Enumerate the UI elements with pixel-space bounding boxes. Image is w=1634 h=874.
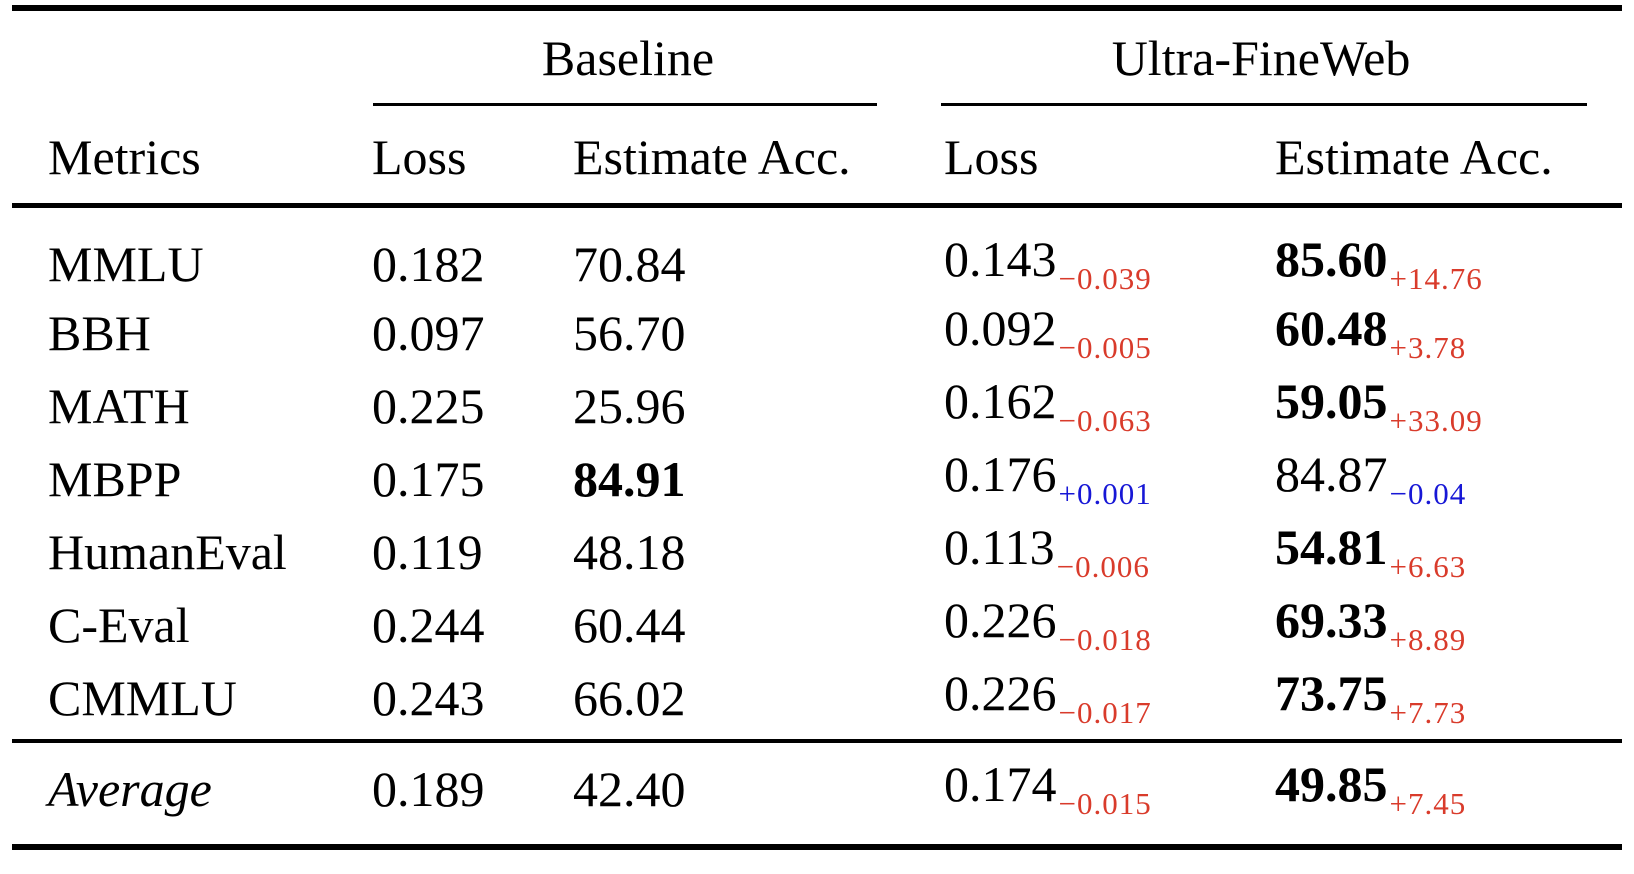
metric-name: MATH [48, 377, 190, 434]
baseline-loss-value: 0.189 [372, 761, 485, 817]
ultra-loss-value: 0.174−0.015 [944, 756, 1152, 821]
table-top-rule [12, 5, 1622, 11]
table-bottom-rule [12, 844, 1622, 850]
loss-delta: −0.005 [1058, 329, 1152, 365]
ultra-acc-value: 84.87−0.04 [1275, 445, 1467, 511]
loss-delta: −0.017 [1058, 694, 1152, 730]
ultra-acc-header: Estimate Acc. [1275, 129, 1553, 185]
acc-delta: +33.09 [1389, 402, 1483, 438]
table-row-ceval: C-Eval 0.244 60.44 0.226−0.018 69.33+8.8… [0, 588, 1634, 661]
table-row-mbpp: MBPP 0.175 84.91 0.176+0.001 84.87−0.04 [0, 442, 1634, 515]
metric-name: C-Eval [48, 596, 190, 653]
baseline-loss-value: 0.244 [372, 596, 485, 653]
ultra-acc-value: 59.05+33.09 [1275, 372, 1483, 438]
column-group-ultra-fineweb: Ultra-FineWeb [1111, 29, 1411, 86]
baseline-loss-header: Loss [372, 129, 467, 185]
column-header-row: Metrics Loss Estimate Acc. Loss Estimate… [0, 103, 1634, 205]
baseline-loss-value: 0.119 [372, 523, 483, 580]
table-row-humaneval: HumanEval 0.119 48.18 0.113−0.006 54.81+… [0, 515, 1634, 588]
baseline-loss-value: 0.097 [372, 304, 485, 361]
table-row-math: MATH 0.225 25.96 0.162−0.063 59.05+33.09 [0, 369, 1634, 442]
ultra-acc-value: 69.33+8.89 [1275, 591, 1467, 657]
ultra-loss-value: 0.162−0.063 [944, 372, 1152, 438]
baseline-loss-value: 0.225 [372, 377, 485, 434]
group-header-row: Baseline Ultra-FineWeb [0, 0, 1634, 103]
header-divider-rule [12, 203, 1622, 208]
acc-delta: +14.76 [1389, 260, 1483, 296]
metric-name: CMMLU [48, 669, 237, 726]
ultra-acc-value: 60.48+3.78 [1275, 299, 1467, 365]
loss-delta: −0.006 [1056, 548, 1150, 584]
metric-name: BBH [48, 304, 151, 361]
table-row-bbh: BBH 0.097 56.70 0.092−0.005 60.48+3.78 [0, 296, 1634, 369]
ultra-loss-value: 0.092−0.005 [944, 299, 1152, 365]
baseline-acc-value: 56.70 [573, 304, 686, 361]
metric-name: Average [48, 761, 212, 817]
ultra-acc-value: 73.75+7.73 [1275, 664, 1467, 730]
baseline-acc-header: Estimate Acc. [573, 129, 851, 185]
metrics-column-header: Metrics [48, 129, 201, 185]
ultrafineweb-group-underline [941, 103, 1587, 106]
acc-delta: +7.73 [1389, 694, 1467, 730]
ultra-acc-value: 49.85+7.45 [1275, 756, 1467, 821]
table-row-mmlu: MMLU 0.182 70.84 0.143−0.039 85.60+14.76 [0, 205, 1634, 296]
acc-delta: +3.78 [1389, 329, 1467, 365]
corner-spacer [0, 0, 360, 103]
ultra-acc-value: 54.81+6.63 [1275, 518, 1467, 584]
baseline-acc-value: 84.91 [573, 450, 686, 507]
baseline-acc-value: 25.96 [573, 377, 686, 434]
metric-name: HumanEval [48, 523, 287, 580]
acc-delta: +6.63 [1389, 548, 1467, 584]
acc-delta: −0.04 [1389, 475, 1467, 511]
ultra-loss-value: 0.143−0.039 [944, 230, 1152, 296]
ultra-loss-value: 0.176+0.001 [944, 445, 1152, 511]
table-row-cmmlu: CMMLU 0.243 66.02 0.226−0.017 73.75+7.73 [0, 661, 1634, 734]
baseline-loss-value: 0.243 [372, 669, 485, 726]
loss-delta: −0.039 [1058, 260, 1152, 296]
table-row-average: Average 0.189 42.40 0.174−0.015 49.85+7.… [0, 734, 1634, 844]
baseline-acc-value: 60.44 [573, 596, 686, 653]
baseline-acc-value: 48.18 [573, 523, 686, 580]
column-group-baseline: Baseline [541, 29, 715, 86]
average-divider-rule [12, 739, 1622, 743]
ultra-loss-value: 0.226−0.017 [944, 664, 1152, 730]
ultra-loss-header: Loss [944, 129, 1039, 185]
metric-name: MMLU [48, 235, 204, 292]
baseline-acc-value: 70.84 [573, 235, 686, 292]
loss-delta: −0.063 [1058, 402, 1152, 438]
baseline-acc-value: 42.40 [573, 761, 686, 817]
baseline-loss-value: 0.175 [372, 450, 485, 507]
ultra-acc-value: 85.60+14.76 [1275, 230, 1483, 296]
loss-delta: +0.001 [1058, 475, 1152, 511]
acc-delta: +7.45 [1389, 786, 1467, 821]
baseline-acc-value: 66.02 [573, 669, 686, 726]
loss-delta: −0.015 [1058, 786, 1152, 821]
baseline-loss-value: 0.182 [372, 235, 485, 292]
ultra-loss-value: 0.113−0.006 [944, 518, 1150, 584]
acc-delta: +8.89 [1389, 621, 1467, 657]
loss-delta: −0.018 [1058, 621, 1152, 657]
metric-name: MBPP [48, 450, 182, 507]
baseline-group-underline [373, 103, 877, 106]
benchmark-results-table: Baseline Ultra-FineWeb Metrics Loss Esti… [0, 0, 1634, 844]
ultra-loss-value: 0.226−0.018 [944, 591, 1152, 657]
